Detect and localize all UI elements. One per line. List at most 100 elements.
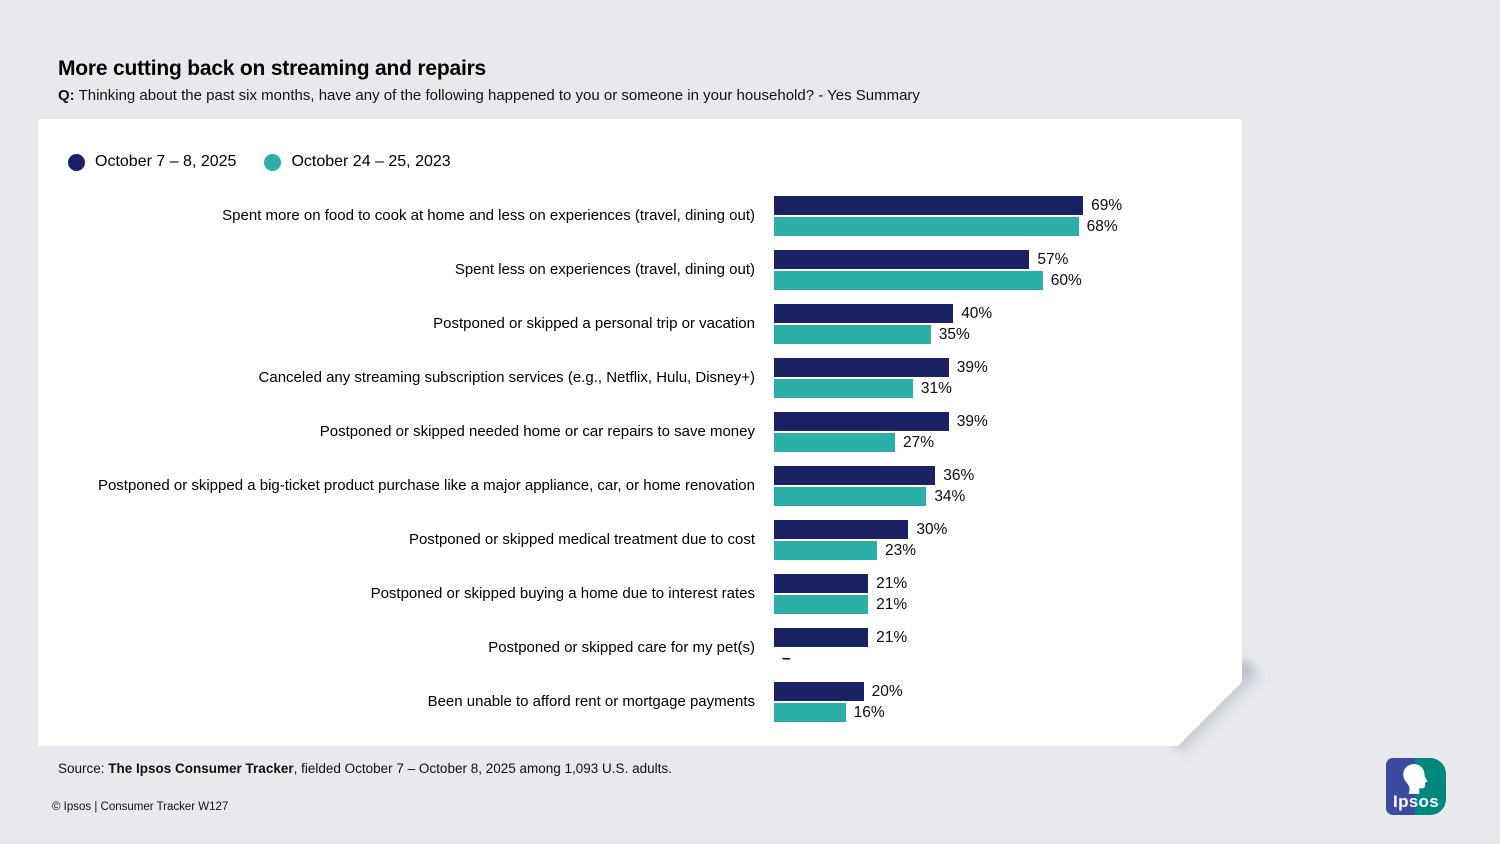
source-rest: , fielded October 7 – October 8, 2025 am… xyxy=(293,761,672,776)
bar-line-2025: 69% xyxy=(774,196,1219,215)
value-label-2023: – xyxy=(782,649,791,667)
bar-group: 57% 60% xyxy=(774,250,1219,290)
bar-2025 xyxy=(774,196,1083,215)
value-label-2023: 68% xyxy=(1086,217,1118,235)
bar-2025 xyxy=(774,682,864,701)
legend-item-2023: October 24 – 25, 2023 xyxy=(264,153,450,171)
bar-group: 39% 27% xyxy=(774,412,1219,452)
value-label-2023: 31% xyxy=(920,379,952,397)
bar-group: 21% – xyxy=(774,628,1219,668)
bar-line-2025: 21% xyxy=(774,628,1219,647)
bar-line-2025: 40% xyxy=(774,304,1219,323)
bar-group: 40% 35% xyxy=(774,304,1219,344)
category-label: Postponed or skipped a big-ticket produc… xyxy=(97,477,755,495)
chart-row: Spent more on food to cook at home and l… xyxy=(38,189,1242,243)
bar-2023 xyxy=(774,433,895,452)
bar-line-2025: 39% xyxy=(774,412,1219,431)
bar-2023 xyxy=(774,271,1043,290)
value-label-2023: 34% xyxy=(934,487,966,505)
value-label-2023: 60% xyxy=(1050,271,1082,289)
chart-row: Postponed or skipped a personal trip or … xyxy=(38,297,1242,351)
bar-2023 xyxy=(774,217,1079,236)
bar-2025 xyxy=(774,304,953,323)
source-prefix: Source: xyxy=(58,761,109,776)
category-label: Been unable to afford rent or mortgage p… xyxy=(427,693,755,711)
legend-item-2025: October 7 – 8, 2025 xyxy=(68,153,236,171)
chart-row: Been unable to afford rent or mortgage p… xyxy=(38,675,1242,729)
ipsos-logo: Ipsos xyxy=(1386,758,1446,815)
source-line: Source: The Ipsos Consumer Tracker, fiel… xyxy=(58,761,672,776)
bar-line-2023: 34% xyxy=(774,487,1219,506)
question-prefix: Q: xyxy=(58,87,75,104)
value-label-2025: 21% xyxy=(876,628,908,646)
bar-2023 xyxy=(774,487,926,506)
bar-2025 xyxy=(774,412,949,431)
value-label-2023: 27% xyxy=(902,433,934,451)
category-label: Postponed or skipped medical treatment d… xyxy=(408,531,755,549)
chart-row: Postponed or skipped buying a home due t… xyxy=(38,567,1242,621)
bar-2025 xyxy=(774,574,868,593)
value-label-2025: 69% xyxy=(1091,196,1123,214)
bar-group: 21% 21% xyxy=(774,574,1219,614)
category-label: Spent more on food to cook at home and l… xyxy=(222,207,755,225)
category-label: Postponed or skipped care for my pet(s) xyxy=(488,639,755,657)
bar-line-2023: 35% xyxy=(774,325,1219,344)
copyright-line: © Ipsos | Consumer Tracker W127 xyxy=(52,801,229,813)
bar-2025 xyxy=(774,520,908,539)
value-label-2025: 57% xyxy=(1037,250,1069,268)
chart-row: Postponed or skipped care for my pet(s) … xyxy=(38,621,1242,675)
legend-dot-2025 xyxy=(68,154,85,171)
category-label: Postponed or skipped needed home or car … xyxy=(319,423,755,441)
value-label-2025: 39% xyxy=(956,412,988,430)
logo-wordmark: Ipsos xyxy=(1393,792,1439,811)
bar-2023 xyxy=(774,703,846,722)
bar-group: 69% 68% xyxy=(774,196,1219,236)
chart-legend: October 7 – 8, 2025 October 24 – 25, 202… xyxy=(68,152,1242,172)
legend-dot-2023 xyxy=(264,154,281,171)
category-label: Spent less on experiences (travel, dinin… xyxy=(454,261,755,279)
value-label-2023: 23% xyxy=(885,541,917,559)
chart-header: More cutting back on streaming and repai… xyxy=(58,57,1158,104)
bar-line-2023: 23% xyxy=(774,541,1219,560)
chart-card: October 7 – 8, 2025 October 24 – 25, 202… xyxy=(38,119,1242,746)
bar-2023 xyxy=(774,541,877,560)
category-label: Postponed or skipped buying a home due t… xyxy=(370,585,755,603)
bar-line-2023: 21% xyxy=(774,595,1219,614)
bar-2025 xyxy=(774,628,868,647)
value-label-2025: 40% xyxy=(961,304,993,322)
value-label-2025: 30% xyxy=(916,520,948,538)
bar-line-2023: 16% xyxy=(774,703,1219,722)
value-label-2025: 39% xyxy=(956,358,988,376)
face-profile-icon xyxy=(1403,764,1428,794)
bar-2025 xyxy=(774,358,949,377)
bar-line-2023: 27% xyxy=(774,433,1219,452)
category-label: Postponed or skipped a personal trip or … xyxy=(433,315,755,333)
bar-line-2025: 57% xyxy=(774,250,1219,269)
source-name: The Ipsos Consumer Tracker xyxy=(108,761,294,776)
bar-group: 36% 34% xyxy=(774,466,1219,506)
bar-2023 xyxy=(774,379,913,398)
bar-group: 30% 23% xyxy=(774,520,1219,560)
value-label-2025: 20% xyxy=(871,682,903,700)
legend-label-2023: October 24 – 25, 2023 xyxy=(291,153,451,170)
question-text: Q: Thinking about the past six months, h… xyxy=(58,87,1158,104)
bar-2025 xyxy=(774,250,1029,269)
chart-row: Canceled any streaming subscription serv… xyxy=(38,351,1242,405)
page-title: More cutting back on streaming and repai… xyxy=(58,57,487,80)
bar-group: 39% 31% xyxy=(774,358,1219,398)
bar-line-2023: 60% xyxy=(774,271,1219,290)
chart-row: Spent less on experiences (travel, dinin… xyxy=(38,243,1242,297)
category-label: Canceled any streaming subscription serv… xyxy=(258,369,755,387)
value-label-2023: 16% xyxy=(853,703,885,721)
bar-2023 xyxy=(774,595,868,614)
bar-line-2023: – xyxy=(774,649,1219,668)
chart-row: Postponed or skipped needed home or car … xyxy=(38,405,1242,459)
value-label-2023: 21% xyxy=(876,595,908,613)
legend-label-2025: October 7 – 8, 2025 xyxy=(95,153,237,170)
bar-line-2023: 31% xyxy=(774,379,1219,398)
bar-2023 xyxy=(774,325,931,344)
value-label-2025: 21% xyxy=(876,574,908,592)
bar-line-2025: 21% xyxy=(774,574,1219,593)
chart-row: Postponed or skipped a big-ticket produc… xyxy=(38,459,1242,513)
value-label-2025: 36% xyxy=(943,466,975,484)
